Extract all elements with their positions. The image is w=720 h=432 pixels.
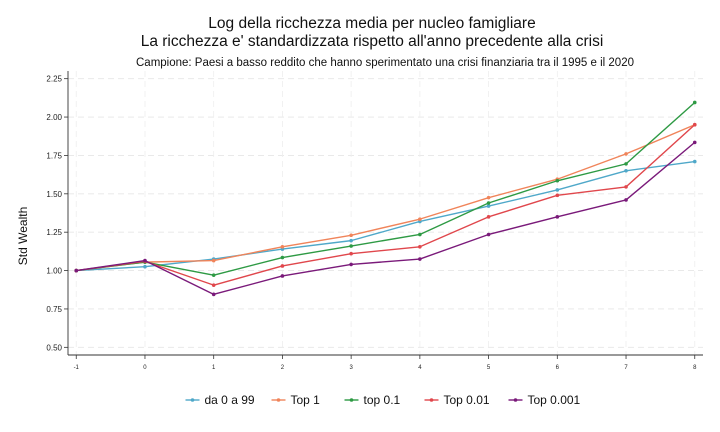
x-tick-label: -1 [74, 365, 80, 371]
series-line [76, 141, 696, 296]
x-tick-label: 7 [624, 365, 628, 371]
data-point [418, 232, 422, 237]
series-group [74, 100, 697, 297]
axes: 0.50 0.75 1.00 1.25 1.50 1.75 2.00 2.25 -1 0 1 2 3 4 5… [46, 71, 703, 371]
y-tick-label: 1.00 [46, 267, 62, 276]
data-point [624, 162, 628, 166]
data-point [624, 152, 628, 156]
data-point [692, 140, 697, 145]
series-top-0-1 [74, 100, 697, 277]
data-point [143, 264, 147, 269]
legend-label: Top 0.001 [528, 393, 581, 407]
x-tick-label: 4 [418, 365, 422, 371]
legend-item: da 0 a 99 [185, 393, 255, 407]
legend-item: Top 1 [271, 393, 321, 407]
x-tick-label: 1 [212, 365, 216, 371]
data-point [692, 159, 697, 164]
data-point [280, 274, 285, 278]
data-point [280, 264, 285, 268]
data-point [349, 251, 353, 256]
data-point [692, 100, 697, 105]
legend-label: da 0 a 99 [205, 393, 255, 407]
data-point [418, 257, 422, 261]
x-tick-label: 0 [143, 365, 147, 371]
y-axis-label: Std Wealth [16, 207, 30, 265]
legend-swatch-marker [276, 398, 281, 402]
x-tick-label: 2 [281, 365, 285, 371]
y-tick-label: 1.50 [46, 190, 62, 199]
legend-label: top 0.1 [364, 393, 401, 407]
data-point [143, 258, 147, 263]
legend-item: top 0.1 [344, 393, 401, 407]
data-point [349, 262, 353, 267]
y-tick-label: 0.75 [46, 305, 62, 314]
series-line [76, 124, 696, 272]
series-line [76, 101, 696, 276]
legend-item: Top 0.001 [508, 393, 581, 407]
data-point [486, 195, 491, 200]
data-point [624, 185, 628, 189]
data-point [486, 215, 491, 219]
x-tick-label: 5 [487, 365, 491, 371]
data-point [418, 217, 422, 221]
data-point [555, 193, 560, 198]
data-point [74, 268, 79, 273]
data-point [692, 122, 697, 127]
data-point [486, 204, 491, 208]
y-tick-label: 1.25 [46, 228, 62, 237]
legend-label: Top 0.01 [444, 393, 490, 407]
data-point [624, 168, 628, 173]
y-tick-label: 0.50 [46, 343, 62, 352]
chart-subtitle: Campione: Paesi a basso reddito che hann… [136, 57, 634, 69]
chart-title-line-1: Log della ricchezza media per nucleo fam… [208, 15, 535, 32]
data-point [418, 244, 422, 249]
legend-swatch-marker [349, 398, 354, 402]
data-point [555, 188, 560, 192]
legend-swatch-marker [190, 398, 195, 402]
data-point [280, 255, 285, 260]
data-point [555, 215, 560, 219]
data-point [349, 244, 353, 248]
x-tick-label: 8 [693, 365, 697, 371]
data-point [280, 244, 285, 249]
series-line [76, 160, 695, 272]
y-tick-label: 1.75 [46, 151, 62, 160]
data-point [211, 258, 216, 263]
data-point [349, 238, 353, 243]
data-point [555, 178, 560, 183]
grid [68, 71, 703, 355]
y-tick-label: 2.25 [46, 75, 62, 84]
legend-label: Top 1 [291, 393, 321, 407]
legend-swatch-marker [513, 398, 518, 402]
series-da-0-a-99 [74, 159, 697, 273]
data-point [211, 273, 216, 277]
data-point [211, 283, 216, 287]
data-point [624, 198, 628, 202]
series-line [76, 124, 696, 286]
y-tick-label: 2.00 [46, 113, 62, 122]
data-point [486, 201, 491, 205]
data-point [349, 233, 353, 238]
chart-title-line-2: La ricchezza e' standardizzata rispetto … [141, 33, 604, 50]
legend: da 0 a 99 Top 1 top 0.1 Top 0.01 Top 0.001 [185, 393, 581, 407]
x-tick-label: 6 [556, 365, 560, 371]
legend-swatch-marker [429, 398, 434, 402]
data-point [211, 292, 216, 297]
series-top-0-001 [74, 140, 697, 297]
data-point [486, 232, 491, 237]
legend-item: Top 0.01 [424, 393, 490, 407]
x-tick-label: 3 [349, 365, 353, 371]
